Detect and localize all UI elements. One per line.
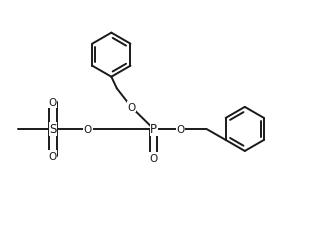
Text: O: O xyxy=(49,151,57,161)
Text: O: O xyxy=(49,98,57,108)
Text: P: P xyxy=(150,123,157,136)
Text: O: O xyxy=(149,153,158,163)
Text: O: O xyxy=(84,124,92,134)
Text: S: S xyxy=(49,123,57,136)
Text: O: O xyxy=(177,124,185,134)
Text: O: O xyxy=(127,102,135,112)
